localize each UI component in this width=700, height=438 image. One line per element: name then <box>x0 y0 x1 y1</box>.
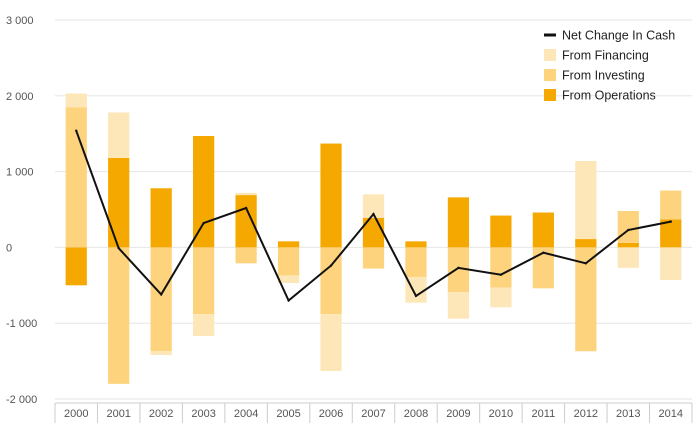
bar-from-operations-2001 <box>108 157 130 248</box>
bar-from-financing-2007 <box>362 194 385 218</box>
y-tick-label: -1 000 <box>6 318 37 330</box>
point-net-change-2004 <box>244 206 248 210</box>
y-tick-label: 2 000 <box>6 91 34 103</box>
bar-from-operations-2002 <box>150 188 172 248</box>
point-net-change-2007 <box>372 212 375 216</box>
y-tick-label: 0 <box>6 242 12 254</box>
point-net-change-2008 <box>414 294 418 298</box>
x-tick-label: 2013 <box>616 408 640 420</box>
bar-from-operations-2008 <box>405 241 427 248</box>
bar-from-financing-2006 <box>320 314 342 371</box>
legend-label-from-financing: From Financing <box>562 49 649 63</box>
bar-from-investing-2001 <box>108 247 130 384</box>
point-net-change-2011 <box>542 251 545 254</box>
x-tick-label: 2012 <box>574 408 598 420</box>
x-tick-label: 2005 <box>276 408 300 420</box>
legend-swatch-from-financing <box>544 49 556 61</box>
point-net-change-2000 <box>75 129 78 132</box>
x-tick-label: 2010 <box>489 408 513 420</box>
bar-from-investing-2007 <box>362 247 385 269</box>
bar-from-investing-2010 <box>490 247 512 288</box>
bar-from-financing-2013 <box>617 247 639 268</box>
legend-swatch-net-change-in-cash <box>544 33 556 37</box>
x-tick-label: 2011 <box>532 408 556 420</box>
legend-swatch-from-operations <box>544 89 556 101</box>
bar-from-operations-2014 <box>660 219 682 248</box>
bar-from-investing-2002 <box>150 247 172 352</box>
bar-from-operations-2003 <box>193 135 215 248</box>
point-net-change-2006 <box>329 264 333 267</box>
bar-from-investing-2004 <box>235 247 257 264</box>
point-net-change-2002 <box>159 293 163 296</box>
bar-from-operations-2013 <box>617 242 639 248</box>
x-tick-label: 2001 <box>106 408 130 420</box>
y-tick-label: 3 000 <box>6 15 34 27</box>
bar-from-financing-2003 <box>193 314 215 337</box>
axis-layer: 3 000 2 000 1 000 0 -1 000 -2 000 2000 2001 2002… <box>6 15 693 423</box>
bar-from-operations-2000 <box>65 247 87 286</box>
bar-layer <box>65 93 682 384</box>
x-tick-label: 2000 <box>64 408 88 420</box>
bar-from-financing-2004 <box>235 192 257 196</box>
x-tick-label: 2003 <box>191 408 215 420</box>
y-tick-label: 1 000 <box>6 167 34 179</box>
x-tick-label: 2009 <box>446 408 470 420</box>
bar-from-investing-2013 <box>617 211 639 243</box>
bar-from-investing-2000 <box>65 107 87 248</box>
bar-from-financing-2014 <box>660 247 682 280</box>
bar-from-financing-2005 <box>277 275 300 284</box>
x-tick-label: 2014 <box>659 408 683 420</box>
point-net-change-2009 <box>457 266 460 270</box>
point-net-change-2003 <box>202 221 205 225</box>
bar-from-financing-2012 <box>575 160 597 240</box>
bar-from-operations-2011 <box>532 212 554 248</box>
point-net-change-2012 <box>584 262 588 265</box>
bar-from-financing-2001 <box>108 112 130 158</box>
bar-from-financing-2008 <box>405 276 427 303</box>
bar-from-investing-2003 <box>193 247 215 315</box>
bar-from-operations-2012 <box>575 239 597 248</box>
x-tick-label: 2004 <box>234 408 258 420</box>
point-net-change-2014 <box>669 220 672 223</box>
bar-from-operations-2009 <box>447 197 470 248</box>
bar-from-financing-2010 <box>490 287 512 308</box>
legend: Net Change In Cash From Financing From Inv… <box>544 29 675 103</box>
point-net-change-2001 <box>117 246 120 250</box>
x-tick-label: 2008 <box>404 408 428 420</box>
bar-from-operations-2006 <box>320 143 342 248</box>
bar-from-investing-2014 <box>660 190 682 220</box>
legend-label-from-operations: From Operations <box>562 89 656 103</box>
bar-from-operations-2010 <box>490 215 512 248</box>
bar-from-operations-2004 <box>235 195 257 248</box>
legend-label-net-change-in-cash: Net Change In Cash <box>562 29 675 43</box>
bar-from-financing-2000 <box>65 93 87 108</box>
point-net-change-2013 <box>627 228 630 232</box>
bar-from-operations-2005 <box>277 241 300 248</box>
bar-from-financing-2002 <box>150 351 172 356</box>
bar-from-investing-2012 <box>575 247 597 352</box>
x-tick-label: 2007 <box>361 408 385 420</box>
x-tick-label: 2006 <box>319 408 343 420</box>
y-tick-label: -2 000 <box>6 394 37 406</box>
legend-swatch-from-investing <box>544 69 556 81</box>
bar-from-investing-2008 <box>405 247 427 277</box>
line-layer <box>75 129 672 303</box>
x-tick-label: 2002 <box>149 408 173 420</box>
bar-from-financing-2009 <box>447 292 470 319</box>
bar-from-investing-2011 <box>532 247 554 289</box>
point-net-change-2010 <box>499 273 503 276</box>
bar-from-investing-2005 <box>277 247 300 276</box>
point-net-change-2005 <box>287 299 290 302</box>
bar-from-investing-2009 <box>447 247 470 293</box>
bar-from-investing-2006 <box>320 247 342 315</box>
legend-label-from-investing: From Investing <box>562 69 645 83</box>
